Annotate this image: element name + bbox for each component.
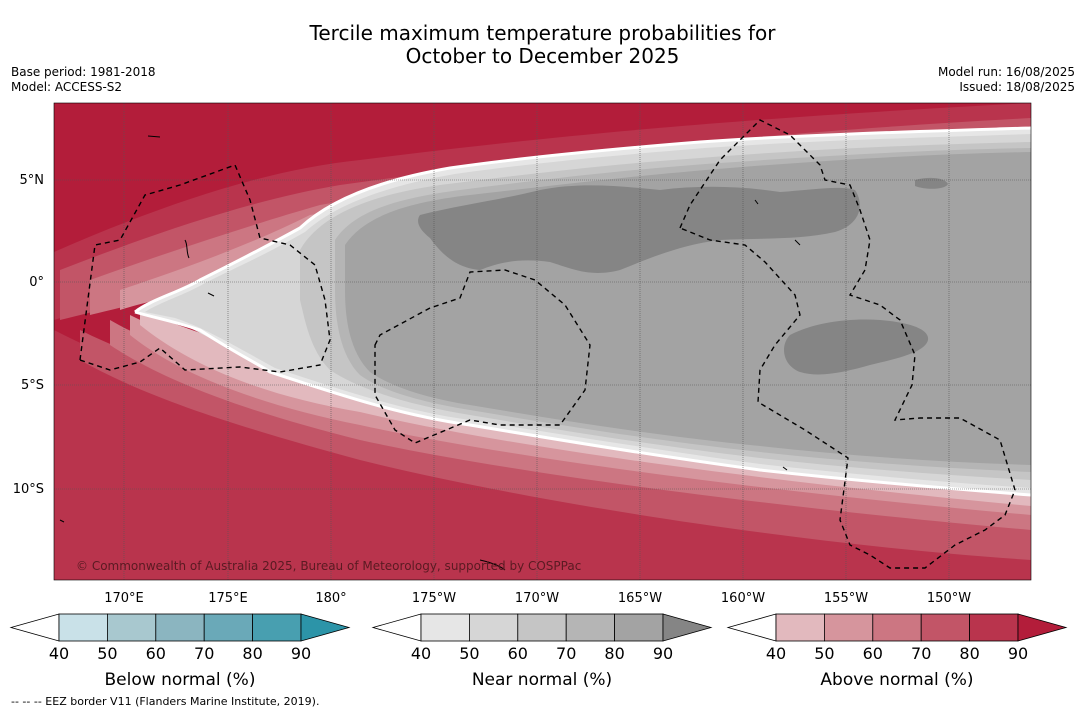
near-normal-90-patch-south xyxy=(784,319,929,375)
lon-label: 150°W xyxy=(927,591,971,606)
island-coast xyxy=(754,199,759,205)
colorbar-tick-label: 70 xyxy=(911,644,931,663)
eez-footnote: -- -- -- EEZ border V11 (Flanders Marine… xyxy=(11,695,320,708)
lon-label: 160°W xyxy=(721,591,765,606)
colorbar-below: 40 50 60 70 80 90 Below normal (%) xyxy=(9,613,351,690)
island-coast xyxy=(184,239,190,259)
colorbars: 40 50 60 70 80 90 Below normal (%) 40 50 60 70 80 90… xyxy=(9,613,1068,690)
model-run-date: Model run: 16/08/2025 xyxy=(937,65,1075,79)
colorbar-tick-label: 60 xyxy=(146,644,166,663)
colorbar-segment xyxy=(920,613,971,642)
probability-map xyxy=(54,103,1031,580)
colorbar-extend-low xyxy=(371,613,422,642)
colorbar-extend-high xyxy=(662,613,713,642)
lon-label: 165°W xyxy=(618,591,662,606)
colorbar-caption: Above normal (%) xyxy=(820,670,973,690)
title-line-1: Tercile maximum temperature probabilitie… xyxy=(309,21,776,45)
colorbar-tick-label: 50 xyxy=(97,644,117,663)
colorbar-tick-label: 70 xyxy=(194,644,214,663)
island-coast xyxy=(794,239,801,246)
colorbar-segment xyxy=(58,613,108,642)
colorbar-segment xyxy=(155,613,205,642)
colorbar-tick-label: 90 xyxy=(1008,644,1028,663)
colorbar-tick-label: 40 xyxy=(49,644,69,663)
lon-label: 170°E xyxy=(104,591,144,606)
tercile-boundary-south xyxy=(134,310,1031,497)
colorbar-tick-label: 90 xyxy=(653,644,673,663)
colorbar-segment xyxy=(107,613,157,642)
issued-date: Issued: 18/08/2025 xyxy=(959,80,1075,94)
colorbar-segment xyxy=(203,613,253,642)
colorbar-above: 40 50 60 70 80 90 Above normal (%) xyxy=(726,613,1068,690)
eez-border-east xyxy=(679,119,1016,569)
island-coast xyxy=(782,466,788,471)
colorbar-segment xyxy=(565,613,616,642)
colorbar-extend-high xyxy=(300,613,351,642)
colorbar-tick-label: 60 xyxy=(863,644,883,663)
colorbar-near: 40 50 60 70 80 90 Near normal (%) xyxy=(371,613,713,690)
island-coast xyxy=(479,559,506,571)
colorbar-tick-label: 70 xyxy=(556,644,576,663)
map-frame xyxy=(53,102,1032,581)
meta-left: Base period: 1981-2018 Model: ACCESS-S2 xyxy=(11,65,156,95)
colorbar-tick-label: 60 xyxy=(508,644,528,663)
base-period: Base period: 1981-2018 xyxy=(11,65,156,79)
near-normal-90-patch-north xyxy=(418,185,860,273)
lat-label: 0° xyxy=(29,275,44,290)
lat-label: 10°S xyxy=(13,482,44,497)
colorbar-tick-label: 50 xyxy=(814,644,834,663)
lon-label: 175°E xyxy=(208,591,248,606)
colorbar-segment xyxy=(517,613,567,642)
map-title: Tercile maximum temperature probabilitie… xyxy=(0,22,1085,68)
colorbar-segment xyxy=(252,613,302,642)
lon-label: 175°W xyxy=(412,591,456,606)
colorbar-tick-label: 80 xyxy=(959,644,979,663)
eez-border-central xyxy=(374,269,591,444)
eez-borders xyxy=(79,119,1016,569)
colorbar-tick-label: 80 xyxy=(604,644,624,663)
lon-label: 155°W xyxy=(824,591,868,606)
colorbar-caption: Below normal (%) xyxy=(105,670,256,690)
lon-label: 180° xyxy=(315,591,346,606)
colorbar-segment xyxy=(969,613,1019,642)
colorbar-tick-label: 40 xyxy=(766,644,786,663)
lat-label: 5°N xyxy=(20,173,45,188)
colorbar-tick-label: 50 xyxy=(459,644,479,663)
colorbar-extend-low xyxy=(9,613,60,642)
colorbar-segment xyxy=(824,613,874,642)
eez-border-west xyxy=(79,164,331,373)
coastlines xyxy=(59,135,801,571)
model-name: Model: ACCESS-S2 xyxy=(11,80,123,94)
island-coast xyxy=(147,135,161,138)
colorbar-extend-low xyxy=(726,613,777,642)
meta-right: Model run: 16/08/2025 Issued: 18/08/2025 xyxy=(938,65,1075,95)
island-coast xyxy=(59,519,65,523)
near-normal-90-patch-small xyxy=(915,177,948,189)
colorbar-tick-label: 40 xyxy=(411,644,431,663)
lat-label: 5°S xyxy=(21,378,44,393)
colorbar-tick-label: 90 xyxy=(291,644,311,663)
island-coast xyxy=(207,292,215,297)
colorbar-extend-high xyxy=(1017,613,1068,642)
colorbar-segment xyxy=(420,613,470,642)
colorbar-segment xyxy=(614,613,664,642)
colorbar-segment xyxy=(775,613,825,642)
tercile-boundary-north xyxy=(134,126,1031,314)
copyright-note: © Commonwealth of Australia 2025, Bureau… xyxy=(76,559,581,573)
colorbar-segment xyxy=(872,613,922,642)
lon-label: 170°W xyxy=(515,591,559,606)
colorbar-segment xyxy=(468,613,519,642)
colorbar-tick-label: 80 xyxy=(242,644,262,663)
colorbar-caption: Near normal (%) xyxy=(472,670,612,690)
title-line-2: October to December 2025 xyxy=(405,44,680,68)
graticule xyxy=(54,103,1031,580)
